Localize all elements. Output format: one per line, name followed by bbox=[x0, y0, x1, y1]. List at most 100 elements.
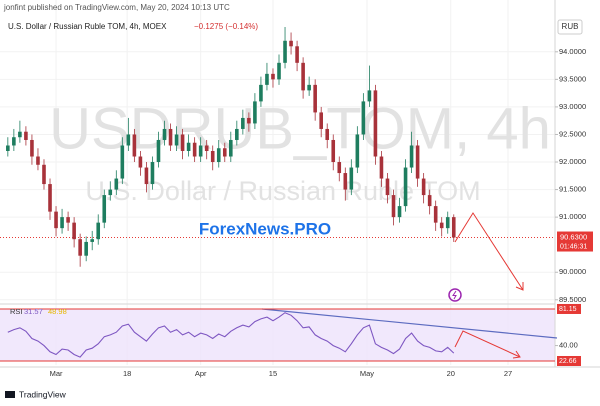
candle-body bbox=[54, 211, 58, 229]
x-tick-label: 18 bbox=[123, 369, 131, 378]
candle-body bbox=[108, 189, 113, 196]
candle-body bbox=[114, 178, 119, 190]
candle-body bbox=[385, 178, 390, 196]
candle-body bbox=[138, 156, 143, 168]
candle-body bbox=[156, 139, 161, 163]
rsi-ma-value: 48.98 bbox=[48, 307, 67, 316]
candle-body bbox=[150, 162, 155, 185]
footer bbox=[0, 394, 600, 406]
rsi-value: 31.57 bbox=[24, 307, 43, 316]
currency: RUB bbox=[562, 22, 579, 31]
rsi-line bbox=[7, 312, 455, 358]
candle-body bbox=[445, 217, 450, 229]
currency-box bbox=[557, 19, 583, 35]
candle-body bbox=[295, 46, 299, 63]
candle-body bbox=[421, 178, 426, 196]
candle-body bbox=[271, 73, 275, 80]
candle-body bbox=[126, 134, 131, 146]
candle-body bbox=[451, 217, 456, 238]
candle-body bbox=[343, 173, 348, 190]
candle-body bbox=[48, 184, 52, 212]
last-price-label: 90.6300 bbox=[560, 233, 587, 242]
x-tick-label: May bbox=[360, 369, 374, 378]
candle-body bbox=[132, 134, 137, 157]
rsi-level-label: 81.15 bbox=[559, 306, 577, 313]
candle-body bbox=[6, 145, 10, 151]
x-tick-label: Mar bbox=[50, 369, 63, 378]
candle-body bbox=[319, 112, 323, 129]
countdown: 01:46:31 bbox=[560, 243, 587, 250]
candle-body bbox=[349, 167, 354, 190]
candle-body bbox=[409, 145, 414, 168]
candle-body bbox=[192, 142, 197, 157]
candle-body bbox=[162, 128, 167, 140]
candle-body bbox=[204, 145, 209, 151]
candle-body bbox=[439, 222, 444, 229]
candle-body bbox=[331, 139, 336, 163]
watermark: USDRUB_TOM, 4h bbox=[49, 96, 551, 161]
candle-body bbox=[12, 137, 16, 146]
rsi-level-box bbox=[557, 303, 581, 314]
candle-body bbox=[415, 145, 420, 179]
candle-body bbox=[210, 151, 215, 163]
candle-body bbox=[222, 148, 227, 157]
candle-body bbox=[198, 145, 203, 157]
y-tick-label: 92.0000 bbox=[559, 157, 586, 166]
candle-body bbox=[180, 134, 185, 151]
x-tick-label: 20 bbox=[447, 369, 455, 378]
rsi-name: RSI bbox=[10, 307, 23, 316]
brand-watermark: ForexNews.PRO bbox=[199, 219, 331, 238]
x-tick-label: 15 bbox=[269, 369, 277, 378]
rsi-level-label: 22.66 bbox=[559, 358, 577, 365]
candle-body bbox=[373, 90, 378, 157]
candle-body bbox=[72, 222, 76, 240]
candle-body bbox=[433, 206, 438, 223]
rsi-tick-label: 40.00 bbox=[559, 341, 578, 350]
candle-body bbox=[253, 101, 257, 124]
candle-body bbox=[301, 62, 305, 91]
candle-body bbox=[36, 156, 40, 165]
x-tick-label: 27 bbox=[504, 369, 512, 378]
candle-body bbox=[265, 73, 269, 85]
candle-body bbox=[379, 156, 384, 179]
candle-body bbox=[289, 40, 293, 47]
rsi-forecast-arrow bbox=[454, 330, 521, 359]
candle-body bbox=[337, 162, 342, 174]
candle-body bbox=[186, 142, 191, 151]
y-tick-label: 93.0000 bbox=[559, 102, 586, 111]
candle-body bbox=[24, 131, 28, 140]
candle-body bbox=[42, 164, 46, 185]
candle-body bbox=[391, 195, 396, 218]
candle-body bbox=[307, 84, 311, 91]
y-tick-label: 91.0000 bbox=[559, 212, 586, 221]
candle-body bbox=[277, 62, 281, 80]
alert-icon-bolt bbox=[452, 290, 457, 300]
candle-body bbox=[283, 40, 287, 63]
y-tick-label: 94.0000 bbox=[559, 47, 586, 56]
symbol-title: U.S. Dollar / Russian Ruble TOM, 4h, MOE… bbox=[8, 22, 167, 31]
candle-body bbox=[313, 84, 317, 113]
y-tick-label: 89.5000 bbox=[559, 295, 586, 304]
rsi-level-box bbox=[557, 355, 581, 366]
candle-body bbox=[96, 222, 101, 240]
change: −0.1275 (−0.14%) bbox=[194, 22, 258, 31]
y-tick-label: 92.5000 bbox=[559, 129, 586, 138]
candle-body bbox=[168, 128, 173, 146]
candle-body bbox=[241, 117, 245, 129]
candle-body bbox=[259, 84, 263, 102]
candle-body bbox=[120, 145, 125, 179]
author-line: jonfint published on TradingView.com, Ma… bbox=[3, 3, 230, 12]
last-price-box bbox=[557, 231, 593, 252]
candle-body bbox=[216, 148, 221, 163]
y-tick-label: 91.5000 bbox=[559, 185, 586, 194]
candle-body bbox=[355, 134, 360, 168]
tv-logo bbox=[5, 391, 15, 398]
candle-body bbox=[247, 117, 251, 124]
candle-body bbox=[18, 131, 22, 138]
rsi-trendline bbox=[261, 308, 558, 339]
forecast-arrow bbox=[454, 212, 524, 291]
candle-body bbox=[403, 167, 408, 207]
x-tick-label: Apr bbox=[195, 369, 207, 378]
candle-body bbox=[102, 195, 107, 223]
